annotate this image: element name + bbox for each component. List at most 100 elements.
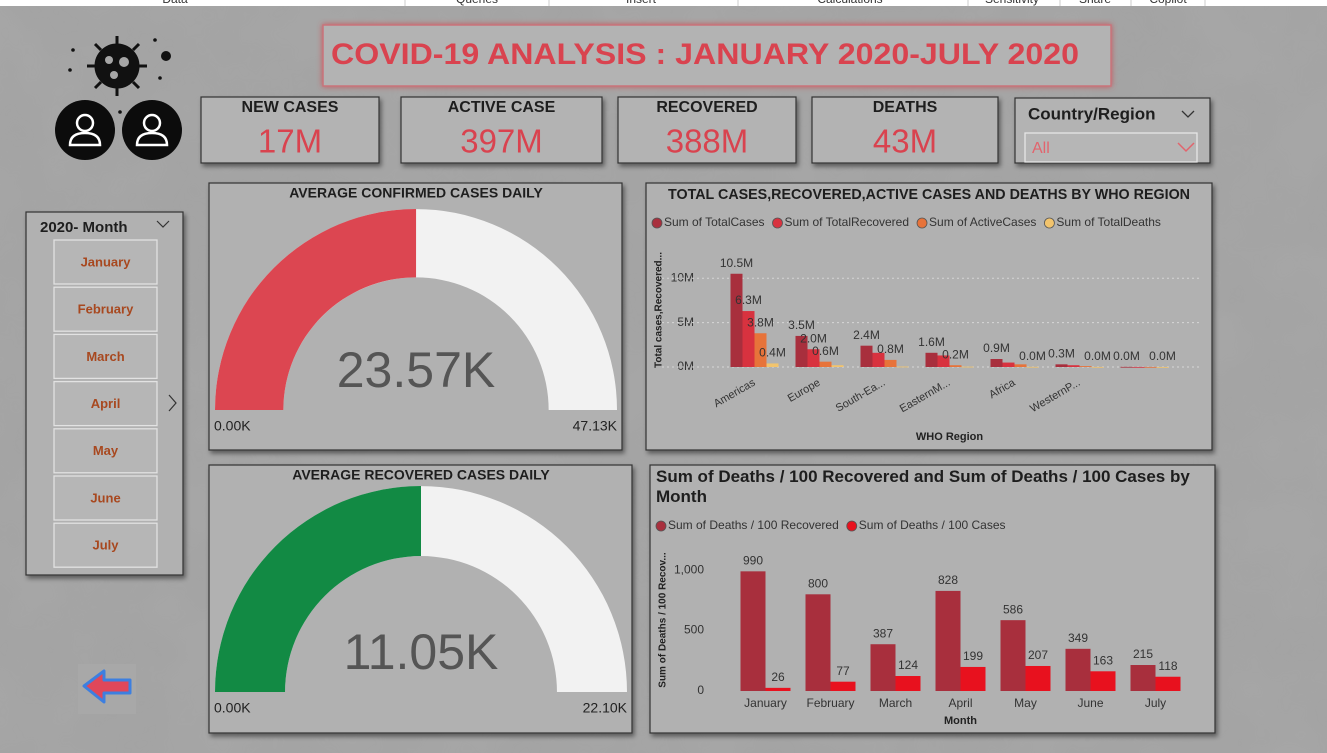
month-slicer: 2020- Month January February March April May… bbox=[25, 211, 184, 576]
legend-label: Sum of Deaths / 100 Cases bbox=[859, 518, 1006, 532]
data-label: 215 bbox=[1133, 647, 1153, 661]
ribbon-tab[interactable]: Share bbox=[1079, 0, 1111, 6]
ribbon-tab[interactable]: Copilot bbox=[1149, 0, 1187, 6]
bar bbox=[795, 335, 808, 367]
month-button[interactable] bbox=[53, 475, 158, 521]
kpi-card bbox=[617, 96, 797, 164]
gauge-tick-label: 0.00K bbox=[214, 700, 251, 716]
kpi-label: NEW CASES bbox=[242, 99, 339, 116]
month-button-label: April bbox=[91, 396, 121, 411]
legend-label: Sum of ActiveCases bbox=[929, 215, 1036, 229]
data-label: 0.0M bbox=[1113, 349, 1140, 363]
legend-marker bbox=[651, 217, 663, 229]
slicer-label: 2020- Month bbox=[40, 219, 128, 236]
bar bbox=[1120, 366, 1133, 368]
bar bbox=[1156, 366, 1169, 368]
legend-marker bbox=[916, 217, 928, 229]
data-label: 199 bbox=[963, 649, 983, 663]
month-button[interactable] bbox=[53, 522, 158, 568]
country-slicer[interactable]: Country/Region All bbox=[1014, 97, 1211, 164]
bar bbox=[807, 349, 820, 367]
gauge-title: AVERAGE CONFIRMED CASES DAILY bbox=[289, 185, 543, 201]
data-label: 828 bbox=[938, 573, 958, 587]
gauge-tick-label: 47.13K bbox=[573, 418, 618, 434]
bar bbox=[1025, 665, 1051, 691]
legend-label: Sum of TotalCases bbox=[664, 215, 765, 229]
bar bbox=[1079, 366, 1092, 367]
data-label: 0.4M bbox=[759, 346, 786, 360]
bar bbox=[1000, 620, 1026, 691]
dashboard-title: COVID-19 ANALYSIS : JANUARY 2020-JULY 20… bbox=[331, 38, 1079, 71]
x-tick-label: January bbox=[744, 696, 787, 710]
dropdown-chevron bbox=[1177, 142, 1195, 153]
data-label: 2.0M bbox=[800, 331, 827, 345]
month-button[interactable] bbox=[53, 333, 158, 380]
virus-logo bbox=[68, 36, 171, 114]
data-label: 0.3M bbox=[1048, 347, 1075, 361]
bar bbox=[766, 363, 779, 367]
month-button[interactable] bbox=[53, 380, 158, 427]
data-label: 163 bbox=[1093, 653, 1113, 667]
bar bbox=[740, 571, 766, 691]
legend-label: Sum of TotalDeaths bbox=[1056, 215, 1161, 229]
month-button[interactable] bbox=[53, 428, 158, 474]
bar bbox=[1091, 366, 1104, 368]
virus-spikes bbox=[87, 36, 147, 96]
bar bbox=[1002, 362, 1015, 367]
month-button-label: June bbox=[90, 490, 120, 505]
chart-title: TOTAL CASES,RECOVERED,ACTIVE CASES AND D… bbox=[668, 186, 1190, 203]
ribbon-bar bbox=[0, 0, 1327, 6]
data-label: 124 bbox=[898, 658, 918, 672]
y-tick-label: 5M bbox=[677, 315, 694, 329]
data-label: 26 bbox=[771, 670, 785, 684]
x-tick-label: June bbox=[1077, 696, 1103, 710]
bar bbox=[1090, 671, 1116, 691]
kpi-value: 17M bbox=[258, 123, 322, 160]
bar bbox=[1067, 365, 1080, 367]
bar bbox=[1130, 665, 1156, 691]
data-label: 118 bbox=[1158, 659, 1177, 673]
scroll-arrow[interactable] bbox=[168, 394, 177, 412]
ribbon-tab[interactable]: Queries bbox=[456, 0, 498, 6]
ribbon-tab[interactable]: Sensitivity bbox=[985, 0, 1039, 6]
x-tick-label: April bbox=[948, 696, 972, 710]
kpi-label: DEATHS bbox=[873, 99, 938, 116]
back-button[interactable] bbox=[78, 664, 136, 714]
ribbon-tab[interactable]: Insert bbox=[626, 0, 657, 6]
ribbon-tab[interactable]: Calculations bbox=[817, 0, 882, 6]
virus-body bbox=[94, 43, 140, 89]
data-label: 0.8M bbox=[877, 342, 904, 356]
chart-title: Sum of Deaths / 100 Recovered and Sum of… bbox=[656, 467, 1190, 506]
gauge-tick-label: 22.10K bbox=[583, 700, 628, 716]
bar bbox=[1026, 366, 1039, 368]
bar bbox=[1014, 364, 1027, 367]
month-button-label: May bbox=[93, 443, 119, 458]
data-label: 586 bbox=[1003, 602, 1023, 616]
data-label: 3.5M bbox=[788, 318, 815, 332]
data-label: 207 bbox=[1028, 648, 1048, 662]
kpi-label: RECOVERED bbox=[656, 99, 757, 116]
bar bbox=[896, 366, 909, 368]
chart-title-box: Sum of Deaths / 100 Recovered and Sum of… bbox=[656, 467, 1190, 506]
month-button[interactable] bbox=[53, 286, 158, 332]
chevron bbox=[1181, 110, 1195, 118]
bar bbox=[937, 355, 950, 367]
data-label: 990 bbox=[743, 554, 763, 568]
legend-marker bbox=[655, 520, 667, 532]
legend-label: Sum of TotalRecovered bbox=[785, 215, 910, 229]
bar bbox=[935, 590, 961, 691]
bar bbox=[960, 666, 986, 691]
gauge-tick-label: 0.00K bbox=[214, 418, 251, 434]
month-button-label: March bbox=[86, 349, 124, 364]
month-button-label: July bbox=[92, 538, 119, 553]
month-button-label: January bbox=[81, 254, 132, 269]
bar bbox=[1065, 648, 1091, 691]
bar bbox=[870, 644, 896, 691]
month-button[interactable] bbox=[53, 239, 158, 285]
gauge-title: AVERAGE RECOVERED CASES DAILY bbox=[292, 467, 550, 483]
dropdown[interactable] bbox=[1024, 132, 1198, 163]
data-label: 10.5M bbox=[720, 256, 753, 270]
ribbon-tab[interactable]: Data bbox=[162, 0, 188, 6]
